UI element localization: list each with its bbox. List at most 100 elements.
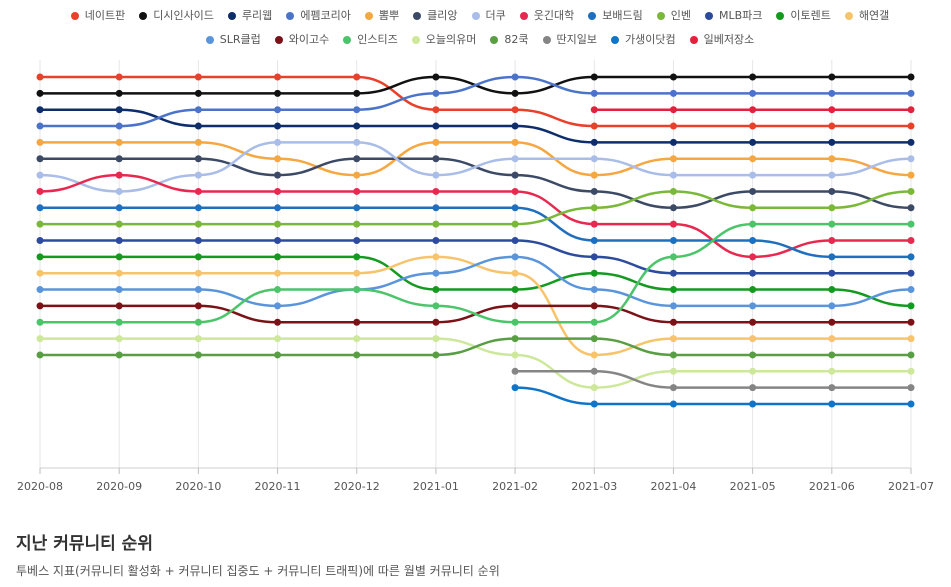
data-point[interactable] <box>749 367 757 375</box>
data-point[interactable] <box>828 171 836 179</box>
series-line[interactable] <box>39 173 911 259</box>
data-point[interactable] <box>36 187 44 195</box>
data-point[interactable] <box>432 187 440 195</box>
data-point[interactable] <box>828 253 836 261</box>
data-point[interactable] <box>353 204 361 212</box>
data-point[interactable] <box>115 187 123 195</box>
data-point[interactable] <box>749 106 757 114</box>
data-point[interactable] <box>274 237 282 244</box>
data-point[interactable] <box>669 253 677 261</box>
data-point[interactable] <box>36 171 44 179</box>
data-point[interactable] <box>828 302 836 310</box>
data-point[interactable] <box>115 253 123 261</box>
series-line[interactable] <box>40 75 911 128</box>
data-point[interactable] <box>669 384 677 392</box>
data-point[interactable] <box>432 335 440 343</box>
data-point[interactable] <box>194 302 202 310</box>
data-point[interactable] <box>590 302 598 310</box>
data-point[interactable] <box>669 367 677 375</box>
data-point[interactable] <box>907 400 915 408</box>
data-point[interactable] <box>511 253 519 261</box>
data-point[interactable] <box>353 237 361 244</box>
legend-item[interactable]: 해연갤 <box>844 8 889 24</box>
data-point[interactable] <box>511 73 519 81</box>
data-point[interactable] <box>511 204 519 212</box>
data-point[interactable] <box>669 204 677 212</box>
data-point[interactable] <box>274 73 282 81</box>
data-point[interactable] <box>590 269 598 277</box>
data-point[interactable] <box>432 318 440 326</box>
data-point[interactable] <box>828 155 836 163</box>
data-point[interactable] <box>590 351 598 359</box>
data-point[interactable] <box>907 286 915 294</box>
data-point[interactable] <box>115 155 123 163</box>
data-point[interactable] <box>828 220 836 228</box>
data-point[interactable] <box>907 171 915 179</box>
data-point[interactable] <box>115 335 123 343</box>
legend-item[interactable]: 인스티즈 <box>343 32 398 48</box>
data-point[interactable] <box>194 253 202 261</box>
data-point[interactable] <box>353 138 361 146</box>
data-point[interactable] <box>749 155 757 163</box>
data-point[interactable] <box>194 351 202 359</box>
data-point[interactable] <box>590 106 598 114</box>
data-point[interactable] <box>828 204 836 212</box>
data-point[interactable] <box>274 204 282 212</box>
data-point[interactable] <box>828 335 836 343</box>
data-point[interactable] <box>115 171 123 179</box>
data-point[interactable] <box>194 318 202 326</box>
data-point[interactable] <box>36 253 44 261</box>
data-point[interactable] <box>274 253 282 261</box>
data-point[interactable] <box>669 318 677 326</box>
data-point[interactable] <box>511 335 519 343</box>
data-point[interactable] <box>353 73 361 81</box>
legend-item[interactable]: 가생이닷컴 <box>610 32 676 48</box>
legend-item[interactable]: MLB파크 <box>705 8 762 24</box>
data-point[interactable] <box>669 351 677 359</box>
legend-item[interactable]: 에펨코리아 <box>286 8 351 24</box>
data-point[interactable] <box>511 286 519 294</box>
data-point[interactable] <box>590 73 598 81</box>
data-point[interactable] <box>590 187 598 195</box>
data-point[interactable] <box>274 187 282 195</box>
data-point[interactable] <box>511 237 519 244</box>
data-point[interactable] <box>669 106 677 114</box>
data-point[interactable] <box>828 187 836 195</box>
data-point[interactable] <box>353 335 361 343</box>
data-point[interactable] <box>669 171 677 179</box>
data-point[interactable] <box>590 237 598 244</box>
data-point[interactable] <box>907 138 915 146</box>
data-point[interactable] <box>274 335 282 343</box>
data-point[interactable] <box>828 89 836 97</box>
data-point[interactable] <box>669 400 677 408</box>
data-point[interactable] <box>590 253 598 261</box>
data-point[interactable] <box>432 286 440 294</box>
data-point[interactable] <box>590 220 598 228</box>
data-point[interactable] <box>115 138 123 146</box>
data-point[interactable] <box>749 302 757 310</box>
data-point[interactable] <box>511 351 519 359</box>
data-point[interactable] <box>274 89 282 97</box>
data-point[interactable] <box>828 106 836 114</box>
data-point[interactable] <box>274 351 282 359</box>
data-point[interactable] <box>907 122 915 130</box>
data-point[interactable] <box>590 89 598 97</box>
data-point[interactable] <box>36 138 44 146</box>
data-point[interactable] <box>36 237 44 244</box>
data-point[interactable] <box>194 73 202 81</box>
data-point[interactable] <box>353 286 361 294</box>
data-point[interactable] <box>669 269 677 277</box>
data-point[interactable] <box>828 351 836 359</box>
data-point[interactable] <box>907 220 915 228</box>
data-point[interactable] <box>669 155 677 163</box>
legend-item[interactable]: 이토렌트 <box>776 8 831 24</box>
data-point[interactable] <box>828 318 836 326</box>
data-point[interactable] <box>274 171 282 179</box>
data-point[interactable] <box>36 89 44 97</box>
data-point[interactable] <box>590 204 598 212</box>
data-point[interactable] <box>115 302 123 310</box>
data-point[interactable] <box>432 89 440 97</box>
data-point[interactable] <box>194 237 202 244</box>
data-point[interactable] <box>432 237 440 244</box>
data-point[interactable] <box>907 302 915 310</box>
